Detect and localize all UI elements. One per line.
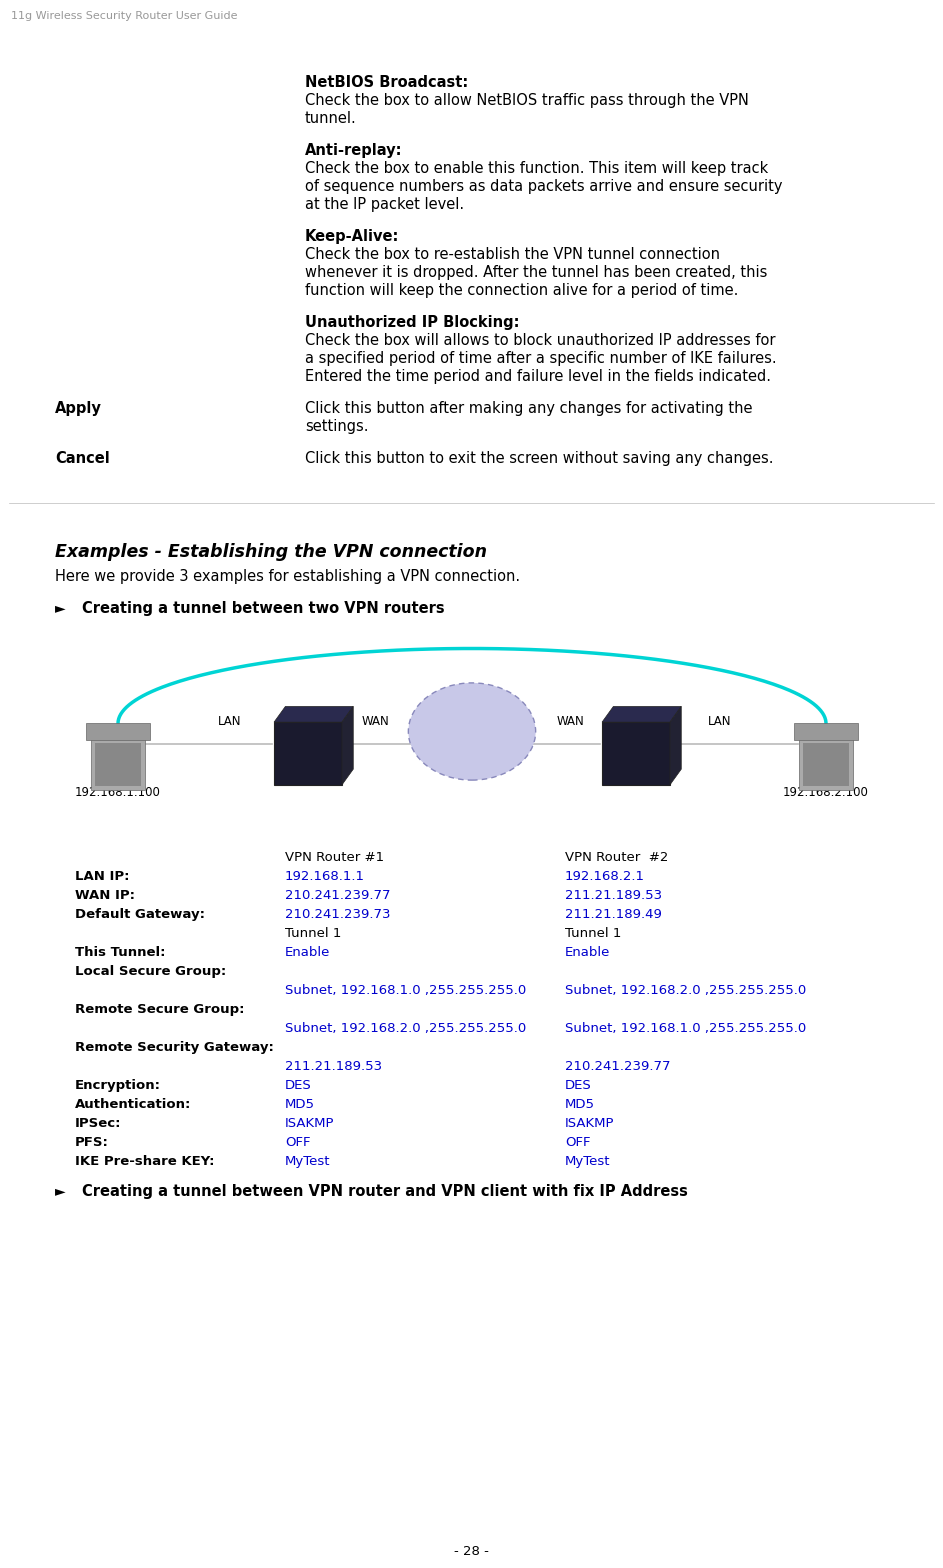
Text: Here we provide 3 examples for establishing a VPN connection.: Here we provide 3 examples for establish…: [55, 569, 521, 583]
Text: of sequence numbers as data packets arrive and ensure security: of sequence numbers as data packets arri…: [305, 179, 783, 194]
Text: 211.21.189.53: 211.21.189.53: [285, 1060, 382, 1073]
Text: IKE Pre-share KEY:: IKE Pre-share KEY:: [75, 1156, 214, 1168]
Text: Cancel: Cancel: [55, 452, 109, 466]
Text: 192.168.1.1: 192.168.1.1: [285, 870, 365, 883]
Text: Entered the time period and failure level in the fields indicated.: Entered the time period and failure leve…: [305, 368, 771, 384]
FancyBboxPatch shape: [799, 737, 852, 790]
Text: Click this button to exit the screen without saving any changes.: Click this button to exit the screen wit…: [305, 452, 773, 466]
Text: Tunnel 1: Tunnel 1: [285, 927, 341, 939]
Text: WAN: WAN: [556, 715, 584, 729]
Text: tunnel.: tunnel.: [305, 111, 356, 125]
Text: Subnet, 192.168.2.0 ,255.255.255.0: Subnet, 192.168.2.0 ,255.255.255.0: [285, 1022, 526, 1035]
Text: Internet: Internet: [449, 726, 496, 739]
Text: MyTest: MyTest: [565, 1156, 610, 1168]
Text: OFF: OFF: [285, 1135, 310, 1149]
Text: settings.: settings.: [305, 419, 369, 434]
Text: ►: ►: [55, 1184, 66, 1198]
Text: Check the box will allows to block unauthorized IP addresses for: Check the box will allows to block unaut…: [305, 332, 775, 348]
Text: whenever it is dropped. After the tunnel has been created, this: whenever it is dropped. After the tunnel…: [305, 265, 768, 281]
Bar: [274, 723, 342, 786]
FancyBboxPatch shape: [95, 743, 141, 786]
Text: Enable: Enable: [285, 946, 330, 960]
Text: Authentication:: Authentication:: [75, 1098, 191, 1112]
Text: 211.21.189.53: 211.21.189.53: [565, 889, 662, 902]
Text: Examples - Establishing the VPN connection: Examples - Establishing the VPN connecti…: [55, 543, 487, 561]
Text: 192.168.1.100: 192.168.1.100: [75, 786, 161, 798]
Text: OFF: OFF: [565, 1135, 590, 1149]
Text: - 28 -: - 28 -: [455, 1544, 488, 1559]
Text: ISAKMP: ISAKMP: [565, 1116, 615, 1131]
Text: at the IP packet level.: at the IP packet level.: [305, 198, 464, 212]
Text: function will keep the connection alive for a period of time.: function will keep the connection alive …: [305, 282, 738, 298]
Text: Subnet, 192.168.1.0 ,255.255.255.0: Subnet, 192.168.1.0 ,255.255.255.0: [565, 1022, 806, 1035]
Ellipse shape: [408, 684, 536, 781]
Text: Subnet, 192.168.2.0 ,255.255.255.0: Subnet, 192.168.2.0 ,255.255.255.0: [565, 985, 806, 997]
Text: 210.241.239.77: 210.241.239.77: [285, 889, 390, 902]
Text: DES: DES: [565, 1079, 592, 1091]
Text: NetBIOS Broadcast:: NetBIOS Broadcast:: [305, 75, 469, 89]
Text: Subnet, 192.168.1.0 ,255.255.255.0: Subnet, 192.168.1.0 ,255.255.255.0: [285, 985, 526, 997]
Text: Creating a tunnel between two VPN routers: Creating a tunnel between two VPN router…: [82, 601, 445, 616]
Text: Keep-Alive:: Keep-Alive:: [305, 229, 400, 245]
Text: Check the box to enable this function. This item will keep track: Check the box to enable this function. T…: [305, 162, 769, 176]
Text: Unauthorized IP Blocking:: Unauthorized IP Blocking:: [305, 315, 520, 329]
Text: Apply: Apply: [55, 401, 102, 416]
Text: 210.241.239.73: 210.241.239.73: [285, 908, 390, 920]
Text: MD5: MD5: [285, 1098, 315, 1112]
Text: LAN: LAN: [708, 715, 732, 729]
Text: 11g Wireless Security Router User Guide: 11g Wireless Security Router User Guide: [11, 11, 238, 20]
Polygon shape: [342, 707, 354, 786]
Text: 210.241.239.77: 210.241.239.77: [565, 1060, 670, 1073]
Text: Check the box to allow NetBIOS traffic pass through the VPN: Check the box to allow NetBIOS traffic p…: [305, 93, 749, 108]
Text: 211.21.189.49: 211.21.189.49: [565, 908, 662, 920]
Text: 192.168.2.1: 192.168.2.1: [565, 870, 645, 883]
Text: Creating a tunnel between VPN router and VPN client with fix IP Address: Creating a tunnel between VPN router and…: [82, 1184, 687, 1200]
Text: Click this button after making any changes for activating the: Click this button after making any chang…: [305, 401, 753, 416]
Text: Remote Security Gateway:: Remote Security Gateway:: [75, 1041, 273, 1054]
Text: VPN Router #1: VPN Router #1: [285, 851, 384, 864]
Text: VPN Router  #2: VPN Router #2: [565, 851, 669, 864]
Text: ISAKMP: ISAKMP: [285, 1116, 335, 1131]
Text: Anti-replay:: Anti-replay:: [305, 143, 403, 158]
Text: Enable: Enable: [565, 946, 610, 960]
Text: Check the box to re-establish the VPN tunnel connection: Check the box to re-establish the VPN tu…: [305, 248, 720, 262]
Text: LAN: LAN: [218, 715, 241, 729]
Text: MD5: MD5: [565, 1098, 595, 1112]
Text: IPSec:: IPSec:: [75, 1116, 122, 1131]
FancyBboxPatch shape: [91, 737, 145, 790]
Polygon shape: [274, 707, 354, 723]
Text: PFS:: PFS:: [75, 1135, 108, 1149]
Text: This Tunnel:: This Tunnel:: [75, 946, 166, 960]
FancyBboxPatch shape: [87, 723, 150, 740]
Text: ►: ►: [55, 601, 66, 615]
Bar: [602, 723, 670, 786]
Text: Tunnel 1: Tunnel 1: [565, 927, 621, 939]
Text: LAN IP:: LAN IP:: [75, 870, 129, 883]
Text: Default Gateway:: Default Gateway:: [75, 908, 205, 920]
Text: a specified period of time after a specific number of IKE failures.: a specified period of time after a speci…: [305, 351, 777, 365]
Text: Local Secure Group:: Local Secure Group:: [75, 964, 226, 978]
Text: Encryption:: Encryption:: [75, 1079, 161, 1091]
Text: WAN: WAN: [361, 715, 389, 729]
Polygon shape: [602, 707, 681, 723]
Polygon shape: [670, 707, 681, 786]
FancyBboxPatch shape: [802, 743, 849, 786]
Text: MyTest: MyTest: [285, 1156, 330, 1168]
FancyBboxPatch shape: [794, 723, 857, 740]
Text: DES: DES: [285, 1079, 312, 1091]
Text: WAN IP:: WAN IP:: [75, 889, 135, 902]
Text: 192.168.2.100: 192.168.2.100: [783, 786, 869, 798]
Text: Remote Secure Group:: Remote Secure Group:: [75, 1004, 244, 1016]
